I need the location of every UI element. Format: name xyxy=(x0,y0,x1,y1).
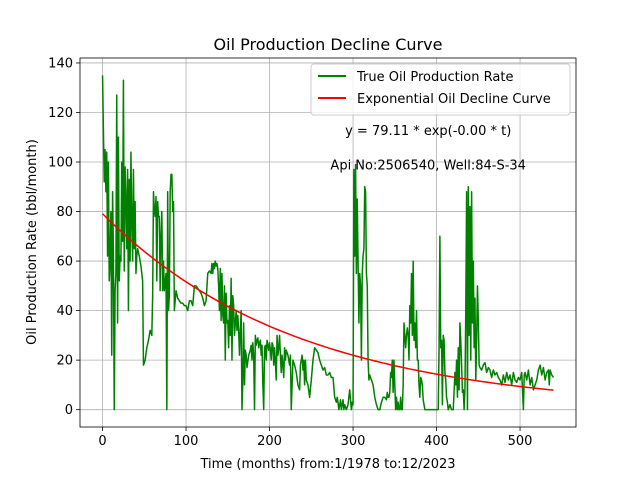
y-tick-label: 140 xyxy=(48,56,73,71)
x-tick-label: 500 xyxy=(508,434,533,449)
x-tick-label: 0 xyxy=(98,434,106,449)
y-tick-label: 80 xyxy=(56,205,73,220)
equation-annotation: y = 79.11 * exp(-0.00 * t) xyxy=(345,124,511,139)
grid-lines xyxy=(80,58,576,427)
legend-label-true-oil-production-rate: True Oil Production Rate xyxy=(356,70,513,85)
x-axis-title: Time (months) from:1/1978 to:12/2023 xyxy=(199,457,455,472)
y-tick-label: 60 xyxy=(56,255,73,270)
y-axis-title: Oil Production Rate (bbl/month) xyxy=(25,139,40,345)
legend-label-exponential-decline-curve: Exponential Oil Decline Curve xyxy=(357,92,551,107)
x-tick-label: 100 xyxy=(174,434,199,449)
plot-frame xyxy=(79,57,577,428)
y-tick-label: 0 xyxy=(65,403,73,418)
y-tick-label: 20 xyxy=(56,354,73,369)
y-tick-label: 40 xyxy=(56,304,73,319)
well-annotation: Api No:2506540, Well:84-S-34 xyxy=(330,158,526,173)
y-axis-ticks: 0 20 40 60 80 100 120 140 xyxy=(48,56,80,418)
x-axis-ticks: 0 100 200 300 400 500 xyxy=(98,427,532,449)
x-tick-label: 400 xyxy=(424,434,449,449)
series-line-exponential-decline-curve xyxy=(102,213,554,391)
y-tick-label: 120 xyxy=(48,106,73,121)
legend-box xyxy=(310,63,571,116)
x-tick-label: 200 xyxy=(257,434,282,449)
plot-series-group xyxy=(101,75,555,411)
y-tick-label: 100 xyxy=(48,156,73,171)
series-line-true-oil-production-rate xyxy=(101,75,555,411)
chart-title: Oil Production Decline Curve xyxy=(214,35,443,54)
legend: True Oil Production Rate Exponential Oil… xyxy=(310,63,571,116)
x-tick-label: 300 xyxy=(341,434,366,449)
